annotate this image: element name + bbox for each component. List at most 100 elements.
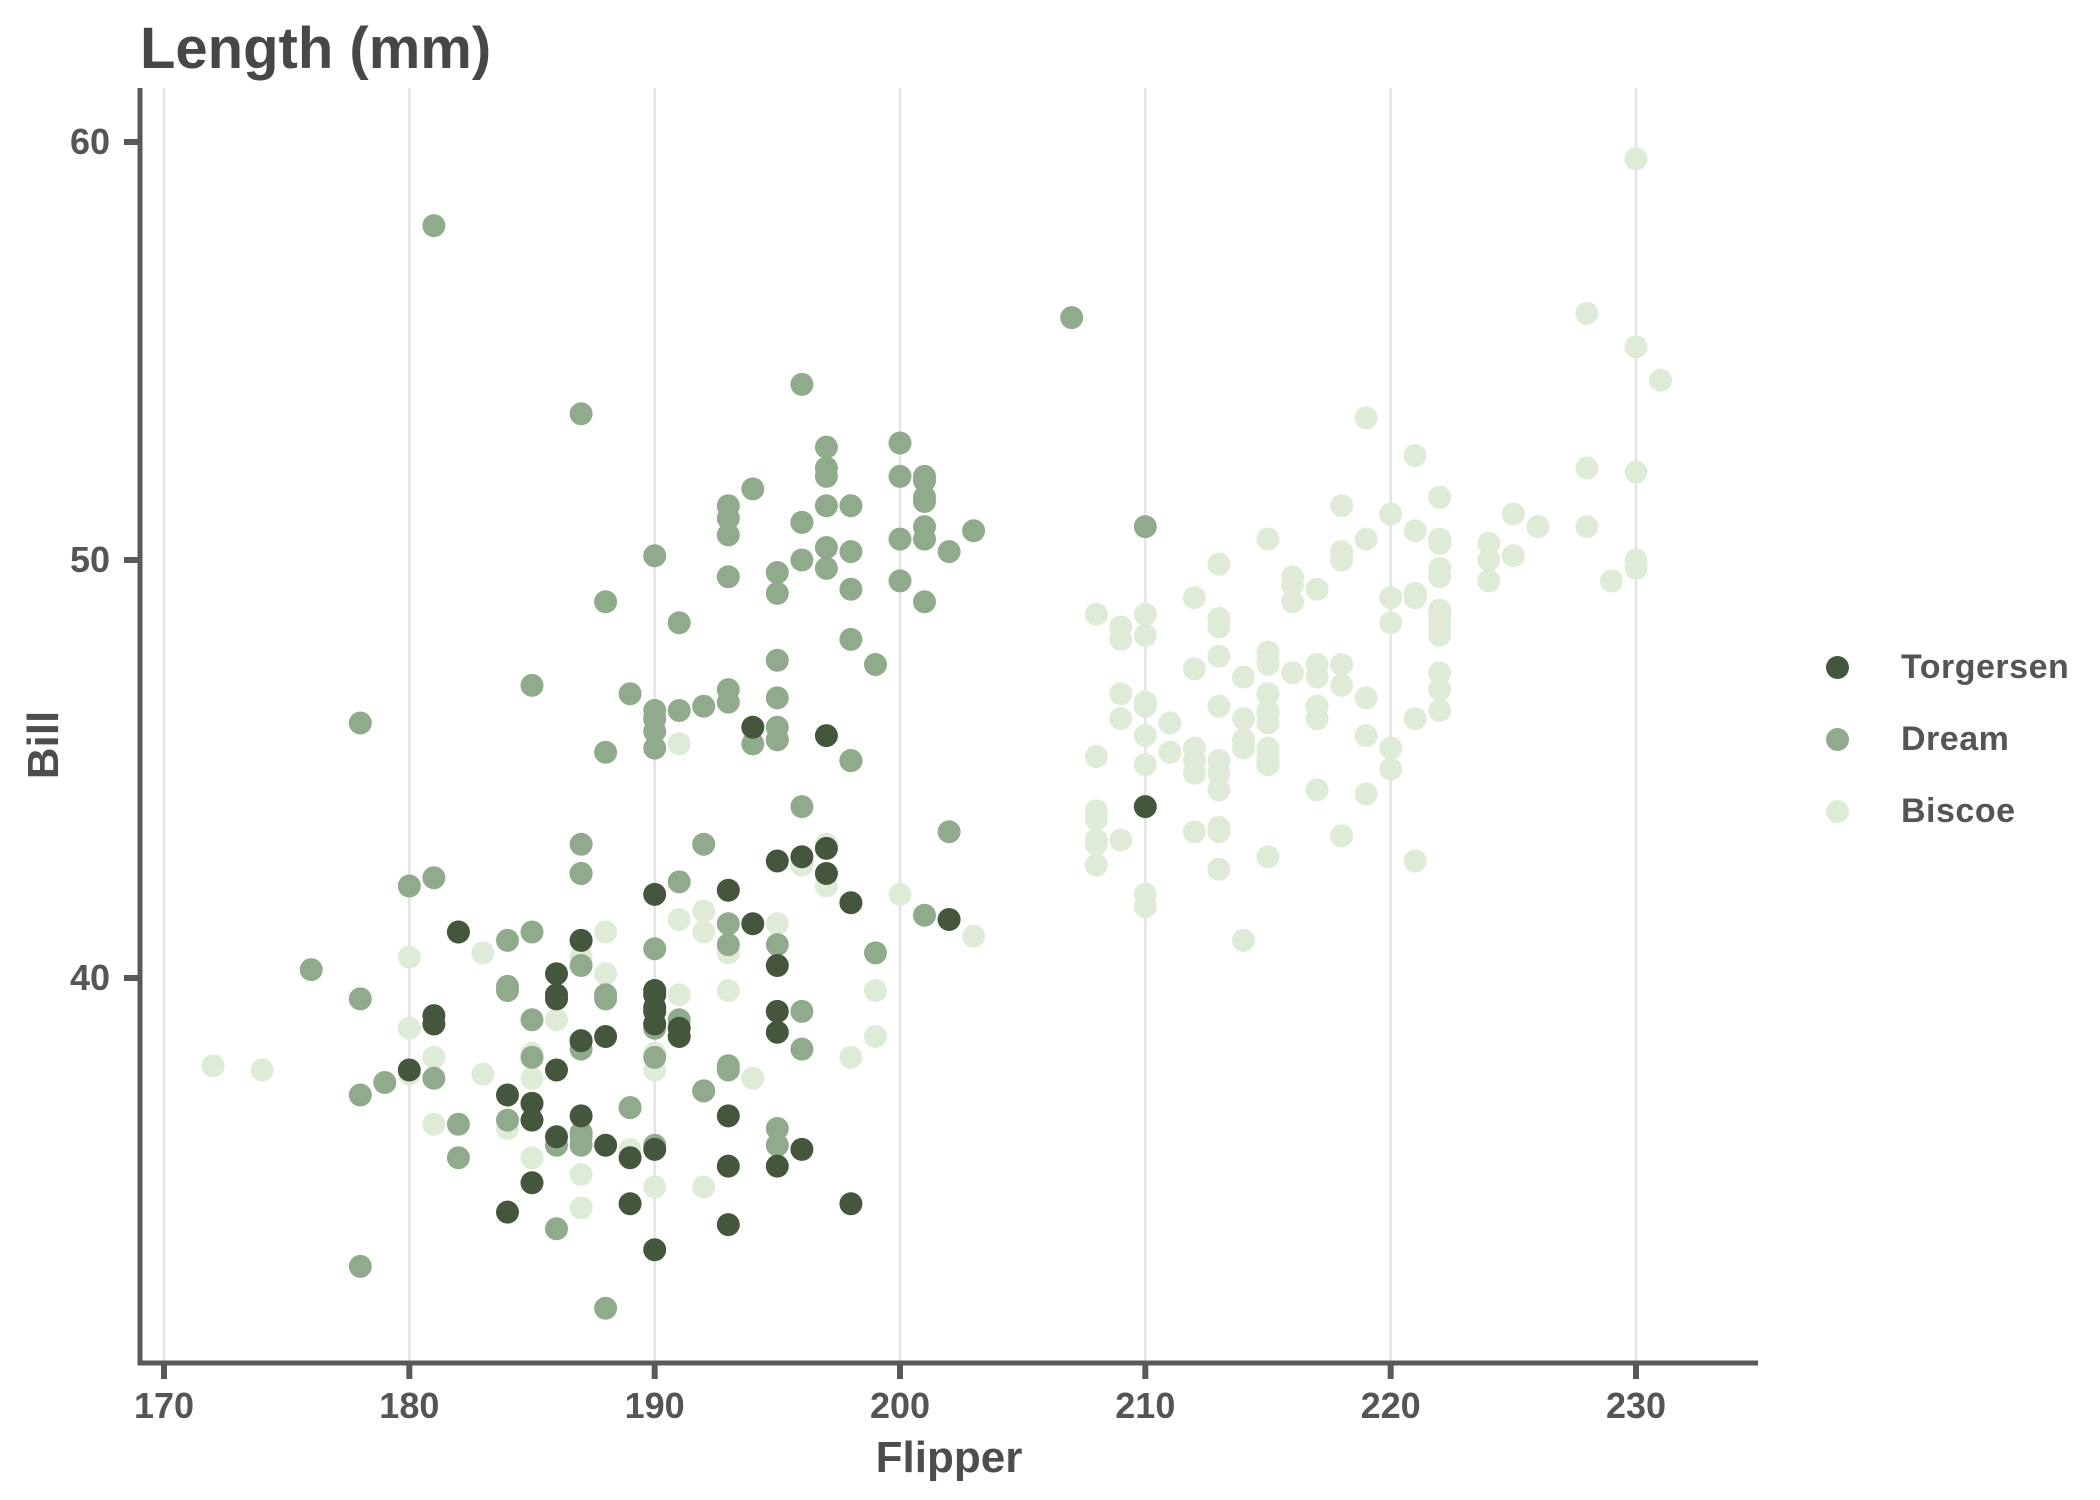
data-point	[1403, 519, 1427, 543]
data-point	[962, 519, 986, 543]
data-point	[765, 581, 789, 605]
data-point	[1354, 406, 1378, 430]
data-point	[1133, 515, 1157, 539]
data-point	[765, 849, 789, 873]
data-point	[250, 1058, 274, 1082]
data-point	[569, 928, 593, 952]
data-point	[814, 724, 838, 748]
data-point	[692, 920, 716, 944]
data-point	[1354, 782, 1378, 806]
data-point	[1256, 527, 1280, 551]
data-point	[594, 1133, 618, 1157]
data-point	[1624, 147, 1648, 171]
data-point	[839, 494, 863, 518]
data-point	[839, 749, 863, 773]
data-point	[962, 924, 986, 948]
data-point	[348, 987, 372, 1011]
x-tick-label: 190	[625, 1385, 685, 1426]
data-point	[545, 1058, 568, 1082]
data-point	[765, 1117, 789, 1140]
data-point	[716, 933, 740, 957]
data-point	[397, 1058, 421, 1082]
legend-item-biscoe: Biscoe	[1812, 792, 2069, 830]
data-point	[1354, 527, 1378, 551]
data-point	[913, 590, 936, 614]
data-point	[1428, 699, 1452, 722]
data-point	[1256, 682, 1280, 706]
data-point	[1575, 301, 1599, 325]
data-point	[667, 1016, 691, 1040]
data-point	[496, 1083, 519, 1107]
data-point	[814, 862, 838, 885]
data-point	[618, 1146, 642, 1170]
data-point	[790, 510, 814, 534]
data-point	[1207, 778, 1231, 802]
data-point	[1624, 556, 1648, 580]
data-point	[496, 979, 519, 1002]
data-point	[790, 795, 814, 819]
data-point	[471, 941, 495, 965]
data-point	[1428, 598, 1452, 622]
data-point	[814, 556, 838, 580]
legend-item-dream: Dream	[1812, 720, 2069, 758]
data-point	[1207, 552, 1231, 576]
data-point	[667, 732, 691, 756]
data-point	[1354, 686, 1378, 710]
data-point	[1158, 740, 1182, 764]
data-point	[1182, 749, 1206, 773]
data-point	[643, 1137, 667, 1161]
data-point	[1477, 548, 1501, 572]
data-point	[839, 577, 863, 601]
legend-label: Biscoe	[1901, 791, 2016, 830]
data-point	[1281, 661, 1304, 685]
data-point	[1330, 824, 1354, 848]
y-axis-title: Bill	[19, 711, 68, 779]
data-point	[790, 1137, 814, 1161]
x-tick-label: 170	[134, 1385, 194, 1426]
x-tick-label: 180	[379, 1385, 439, 1426]
x-tick-label: 200	[870, 1385, 930, 1426]
data-point	[765, 1154, 789, 1178]
data-point	[839, 1192, 863, 1216]
data-point	[643, 1238, 667, 1262]
y-tick-label: 50	[70, 539, 110, 580]
data-point	[741, 912, 765, 936]
torgersen-swatch-icon	[1826, 655, 1849, 679]
data-point	[1403, 849, 1427, 873]
data-point	[1305, 665, 1329, 689]
data-point	[888, 527, 912, 551]
data-point	[1232, 728, 1255, 752]
x-tick-label: 210	[1115, 1385, 1175, 1426]
data-point	[814, 456, 838, 480]
data-point	[1624, 335, 1648, 359]
data-point	[643, 999, 667, 1023]
data-point	[1624, 460, 1648, 484]
data-point	[864, 941, 887, 965]
series-dream	[299, 214, 1157, 1320]
data-point	[716, 912, 740, 936]
data-point	[667, 699, 691, 722]
data-point	[1403, 586, 1427, 610]
data-point	[471, 1062, 495, 1086]
data-point	[1305, 778, 1329, 802]
data-point	[1403, 707, 1427, 731]
data-point	[765, 648, 789, 672]
data-point	[1133, 795, 1157, 819]
data-point	[569, 832, 593, 856]
data-point	[692, 1175, 716, 1199]
data-point	[765, 999, 789, 1023]
data-point	[716, 1054, 740, 1078]
data-point	[1084, 602, 1108, 626]
data-point	[1501, 544, 1525, 568]
x-tick-label: 230	[1606, 1385, 1666, 1426]
data-point	[1133, 753, 1157, 777]
data-point	[1084, 853, 1108, 877]
data-point	[692, 694, 716, 718]
data-point	[1232, 665, 1255, 689]
data-point	[201, 1054, 225, 1078]
data-point	[594, 1025, 618, 1048]
data-point	[741, 732, 765, 756]
data-point	[716, 878, 740, 902]
data-point	[594, 920, 618, 944]
data-point	[1109, 627, 1133, 651]
